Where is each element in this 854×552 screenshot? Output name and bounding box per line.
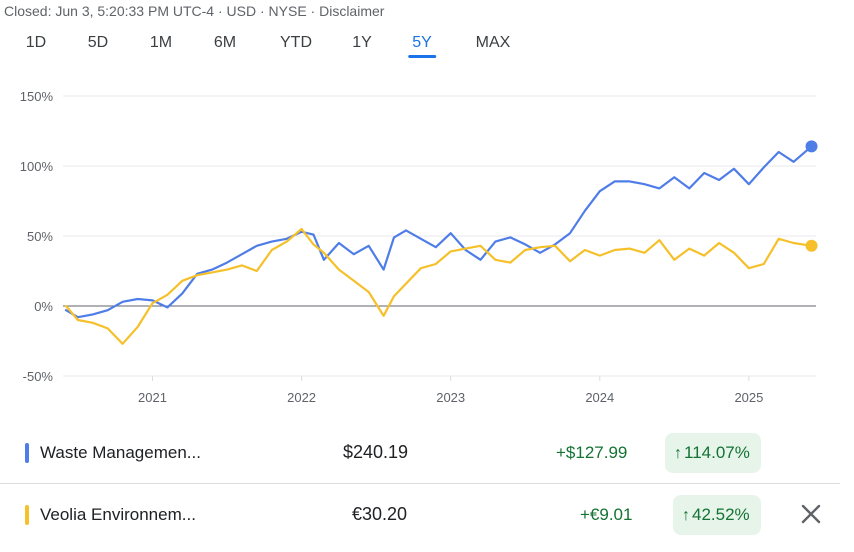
- x-tick-label: 2022: [287, 390, 316, 405]
- percent-change-badge: ↑ 42.52%: [673, 495, 761, 535]
- change-value: +$127.99: [556, 443, 628, 462]
- tab-ytd[interactable]: YTD: [280, 34, 312, 51]
- tab-1m[interactable]: 1M: [149, 34, 173, 51]
- comparison-chart: 150% 100% 50% 0% -50% 2021 2022 2023 2024 2025: [20, 89, 818, 405]
- company-name: Veolia Environnem...: [40, 505, 196, 524]
- market-status: Closed: Jun 3, 5:20:33 PM UTC-4 · USD · …: [4, 3, 385, 19]
- comparison-row-wm[interactable]: Waste Managemen... $240.19 +$127.99 ↑ 114…: [0, 423, 840, 483]
- series-line-0: [64, 145, 813, 319]
- tab-1d[interactable]: 1D: [25, 34, 47, 51]
- y-tick-label: 0%: [34, 299, 53, 314]
- y-tick-label: 50%: [27, 229, 53, 244]
- price-value: €30.20: [352, 504, 408, 524]
- tab-max[interactable]: MAX: [475, 34, 511, 51]
- x-tick-label: 2024: [585, 390, 614, 405]
- tab-6m[interactable]: 6M: [213, 34, 237, 51]
- series-color-veolia: [25, 505, 29, 525]
- percent-change-value: 42.52%: [692, 505, 750, 524]
- change-value: +€9.01: [580, 505, 633, 524]
- row-divider: [0, 483, 840, 484]
- tab-1y[interactable]: 1Y: [352, 34, 372, 51]
- series-end-point-1: [805, 239, 818, 252]
- series-line-1: [64, 227, 813, 345]
- price-value: $240.19: [343, 442, 409, 462]
- comparison-row-veolia[interactable]: Veolia Environnem... €30.20 +€9.01 ↑ 42.5…: [0, 485, 840, 545]
- arrow-up-icon: ↑: [682, 507, 690, 524]
- tab-5y[interactable]: 5Y: [408, 34, 436, 58]
- x-tick-label: 2021: [138, 390, 167, 405]
- close-icon: [801, 504, 821, 524]
- remove-comparison-button[interactable]: [796, 499, 826, 529]
- tab-5d[interactable]: 5D: [87, 34, 109, 51]
- series-color-wm: [25, 443, 29, 463]
- series-end-point-0: [805, 140, 818, 153]
- y-tick-label: 150%: [20, 89, 54, 104]
- percent-change-badge: ↑ 114.07%: [665, 433, 761, 473]
- x-tick-label: 2025: [734, 390, 763, 405]
- company-name: Waste Managemen...: [40, 443, 201, 462]
- y-tick-label: -50%: [23, 369, 54, 384]
- y-tick-label: 100%: [20, 159, 54, 174]
- x-tick-label: 2023: [436, 390, 465, 405]
- percent-change-value: 114.07%: [684, 443, 750, 462]
- arrow-up-icon: ↑: [674, 445, 682, 462]
